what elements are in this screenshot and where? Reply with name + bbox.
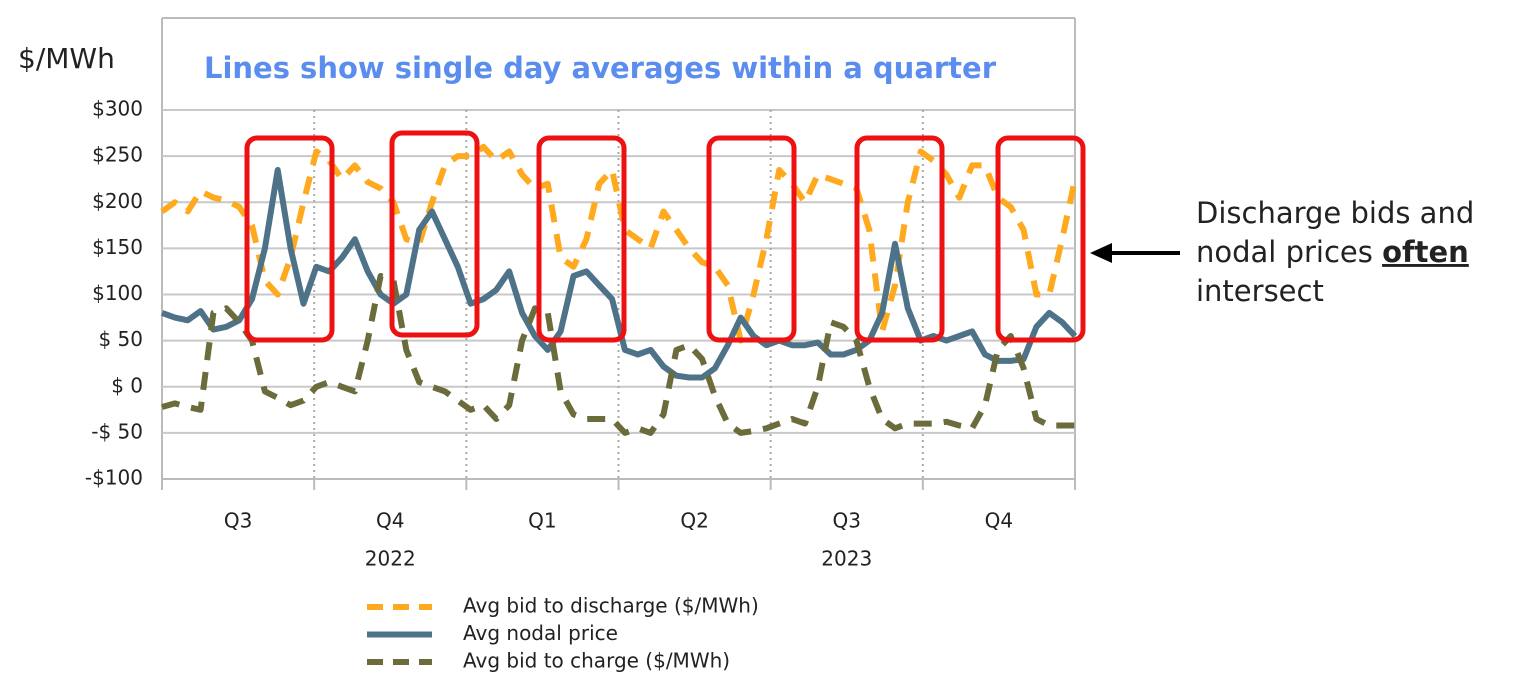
highlight-box [244,135,335,343]
legend-label: Avg bid to charge ($/MWh) [463,649,730,673]
x-tick-label: Q3 [833,509,861,533]
year-label: 2023 [821,547,872,571]
annotation: intersect [1196,274,1324,308]
legend: Avg bid to discharge ($/MWh) Avg nodal pr… [367,594,759,673]
highlight-box [854,135,945,343]
annotation: nodal prices [1196,235,1373,269]
x-tick-label: Q2 [680,509,708,533]
x-tick-label: Q4 [376,509,404,533]
x-tick-label: Q4 [985,509,1013,533]
x-tick-label: Q1 [528,509,556,533]
arrow-head [1090,243,1112,263]
x-tick-label: Q3 [224,509,252,533]
highlight-boxes [244,130,1086,343]
y-tick-label: $200 [92,189,143,213]
legend-label: Avg nodal price [463,621,618,645]
y-tick-label: $ 0 [111,373,143,397]
series-line [161,273,1075,436]
lines [160,143,1078,436]
y-axis-label: $/MWh [18,42,115,75]
highlight-box [706,135,797,343]
highlight-box [995,135,1086,343]
y-tick-label: $ 50 [98,327,143,351]
annotation-emphasis: often [1382,235,1469,269]
y-tick-label: -$ 50 [91,419,143,443]
grid [162,109,1076,490]
year-label: 2022 [365,547,416,571]
annotation: Discharge bids and [1196,196,1474,230]
highlight-box [389,130,480,338]
series-line [160,143,1078,344]
y-tick-label: $250 [92,143,143,167]
annotation: nodal prices often [1196,235,1469,269]
highlight-box [536,135,627,343]
y-tick-label: $100 [92,281,143,305]
y-tick-label: $150 [92,235,143,259]
y-tick-label: $300 [92,97,143,121]
chart-title: Lines show single day averages within a … [204,51,997,85]
legend-label: Avg bid to discharge ($/MWh) [463,594,759,618]
y-tick-label: -$100 [85,466,143,490]
